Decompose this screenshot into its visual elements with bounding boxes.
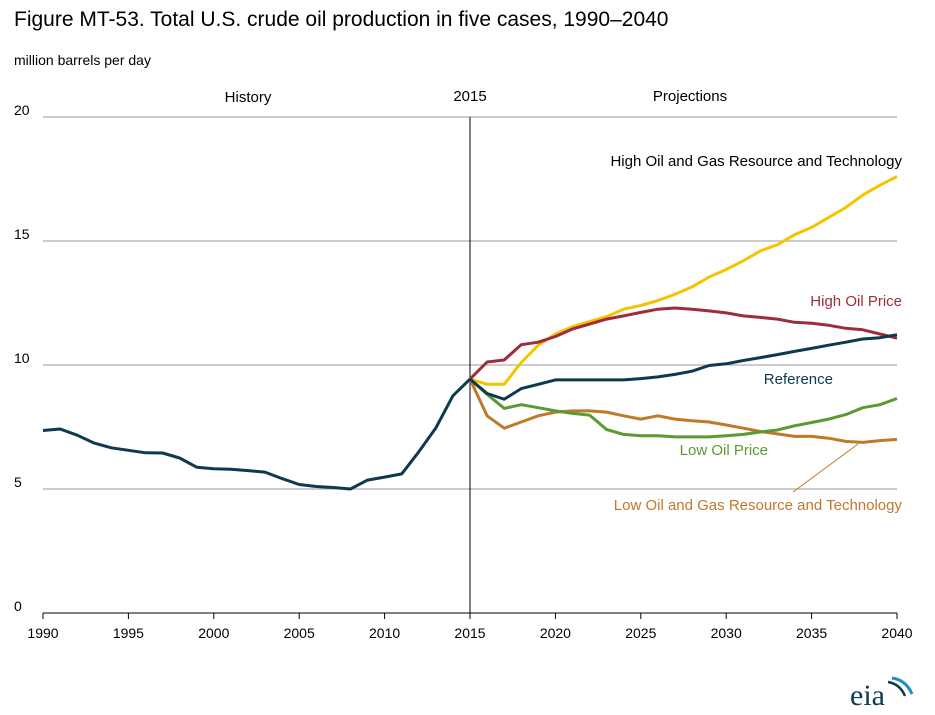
x-tick-2040: 2040 [881, 625, 912, 641]
x-tick-2015: 2015 [454, 625, 485, 641]
eia-logo: eia [850, 676, 914, 712]
series-line-reference [469, 333, 898, 401]
history-line [42, 378, 472, 491]
y-axis-ticks: 0 5 10 15 20 [14, 102, 30, 614]
low-resource-leader-line [792, 443, 859, 493]
x-tick-2005: 2005 [284, 625, 315, 641]
history-label: History [225, 89, 272, 106]
series-line-low-oil-price [469, 377, 898, 439]
projections-label: Projections [653, 88, 727, 105]
history-projection-divider: 2015 History Projections [225, 88, 727, 613]
series-line-high-oil-price [468, 306, 898, 381]
x-axis-ticks: 1990 1995 2000 2005 2010 2015 2020 2025 2030 2035… [27, 613, 913, 641]
series-label-low-oil-price: Low Oil Price [680, 442, 768, 459]
x-tick-1995: 1995 [113, 625, 144, 641]
chart-title: Figure MT-53. Total U.S. crude oil produ… [14, 8, 669, 31]
logo-text: eia [850, 679, 885, 712]
y-tick-10: 10 [14, 350, 30, 366]
x-tick-2035: 2035 [796, 625, 827, 641]
series-label-reference: Reference [764, 371, 833, 388]
series-line-high-oil-and-gas-resource-and-technology [469, 175, 898, 386]
series-line-low-oil-and-gas-resource-and-technology [468, 378, 898, 444]
y-axis-unit-label: million barrels per day [14, 52, 151, 68]
y-tick-20: 20 [14, 102, 30, 118]
series-lines [42, 175, 898, 491]
series-label-high-oil-price: High Oil Price [810, 293, 902, 310]
x-tick-1990: 1990 [27, 625, 58, 641]
y-tick-15: 15 [14, 226, 30, 242]
x-tick-2030: 2030 [711, 625, 742, 641]
x-tick-2025: 2025 [625, 625, 656, 641]
y-tick-5: 5 [14, 474, 22, 490]
series-label-high-oil-and-gas-resource-and-technology: High Oil and Gas Resource and Technology [610, 153, 902, 170]
x-tick-2010: 2010 [369, 625, 400, 641]
x-tick-2020: 2020 [540, 625, 571, 641]
x-tick-2000: 2000 [198, 625, 229, 641]
divider-label: 2015 [453, 88, 486, 105]
series-label-low-oil-and-gas-resource-and-technology: Low Oil and Gas Resource and Technology [614, 497, 903, 514]
y-tick-0: 0 [14, 598, 22, 614]
series-labels: High Oil and Gas Resource and Technology… [610, 153, 902, 514]
